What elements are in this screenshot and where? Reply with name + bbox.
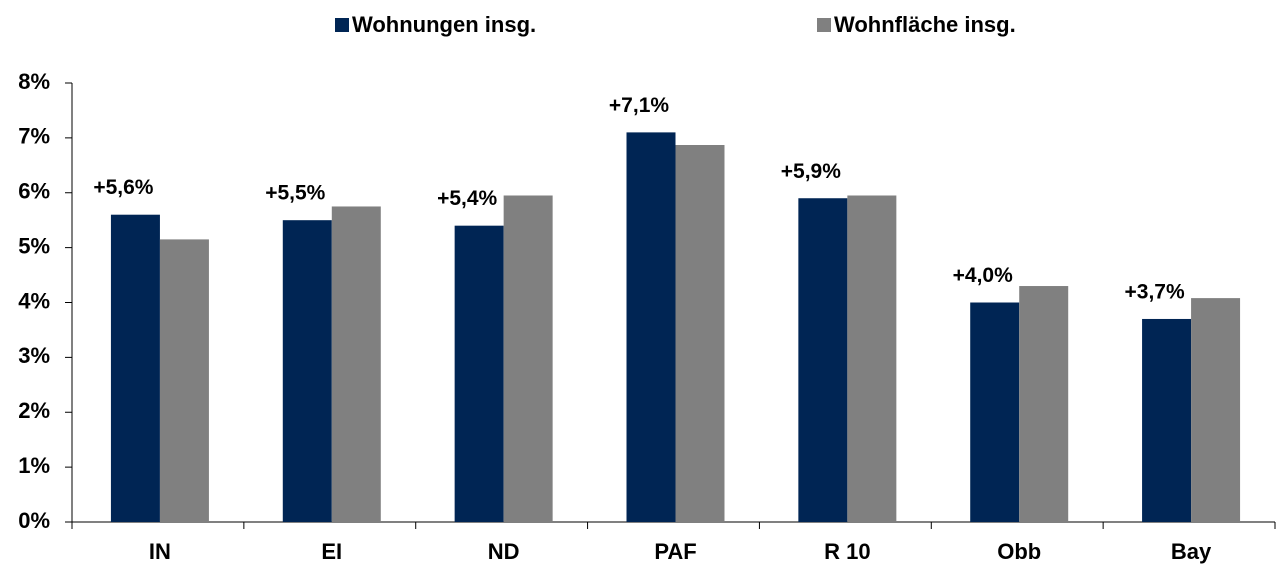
bar (1142, 318, 1192, 522)
y-tick-label: 4% (18, 288, 50, 313)
bar (110, 214, 160, 522)
bar (1019, 286, 1069, 522)
x-tick-label: IN (149, 539, 171, 564)
x-tick-label: PAF (654, 539, 696, 564)
legend-swatch (817, 18, 831, 32)
bar (159, 239, 209, 523)
value-label: +3,7% (1125, 281, 1185, 304)
value-label: +5,4% (437, 187, 497, 210)
y-tick-label: 0% (18, 508, 50, 533)
y-tick-label: 3% (18, 343, 50, 368)
bar (626, 132, 676, 522)
bar (503, 195, 553, 522)
bar (847, 195, 897, 522)
bar (970, 302, 1020, 522)
y-tick-label: 6% (18, 179, 50, 204)
bar (331, 206, 381, 522)
bar (1191, 298, 1241, 522)
legend-label: Wohnungen insg. (352, 12, 536, 37)
x-tick-label: Bay (1171, 539, 1212, 564)
legend-label: Wohnfläche insg. (834, 12, 1016, 37)
bar (282, 220, 332, 522)
value-label: +5,9% (781, 160, 841, 183)
x-tick-label: R 10 (824, 539, 870, 564)
x-tick-label: Obb (997, 539, 1041, 564)
y-tick-label: 1% (18, 453, 50, 478)
y-tick-label: 5% (18, 233, 50, 258)
value-label: +7,1% (609, 94, 669, 117)
bar (675, 145, 725, 523)
bar (454, 225, 504, 523)
bar (798, 198, 848, 523)
value-label: +5,6% (93, 176, 153, 199)
legend-swatch (335, 18, 349, 32)
y-tick-label: 7% (18, 124, 50, 149)
x-tick-label: EI (321, 539, 342, 564)
value-label: +4,0% (953, 264, 1013, 287)
value-label: +5,5% (265, 182, 325, 205)
y-tick-label: 2% (18, 398, 50, 423)
x-tick-label: ND (488, 539, 520, 564)
y-tick-label: 8% (18, 69, 50, 94)
